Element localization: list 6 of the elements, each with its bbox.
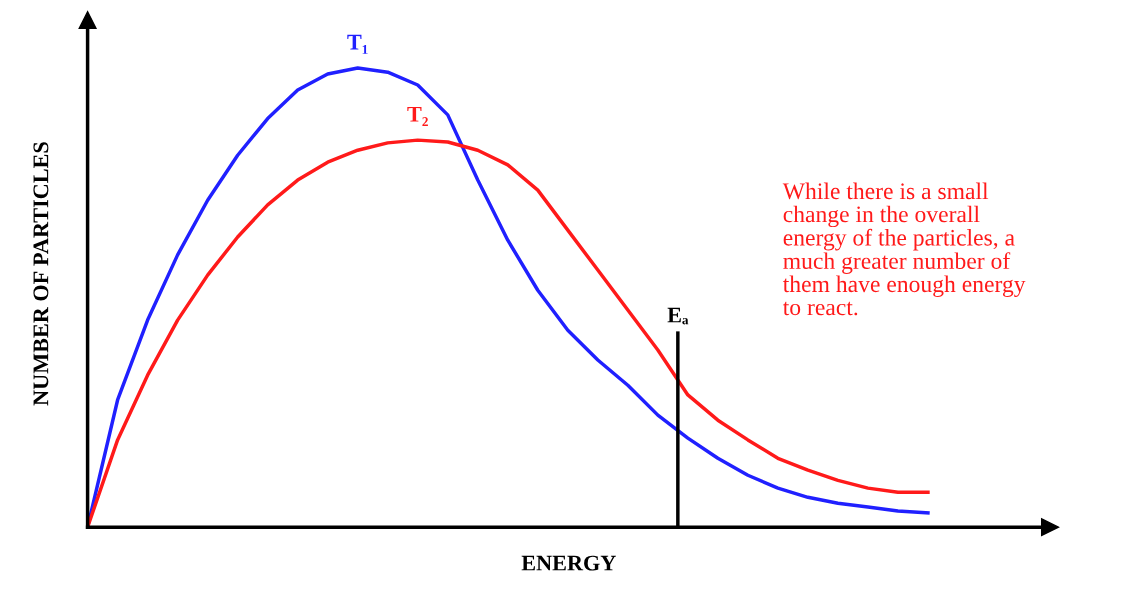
series-label: T₁ [347, 34, 368, 54]
annotation: Eₐ [667, 307, 689, 325]
x-axis-title: ENERGY [521, 555, 616, 571]
y-axis-title: NUMBER OF PARTICLES [33, 142, 49, 406]
annotation: While there is a small change in the overall energy of the particles, a much greater number of them have enough energy to react. [782, 182, 1026, 316]
series-label: T₂ [407, 106, 428, 126]
